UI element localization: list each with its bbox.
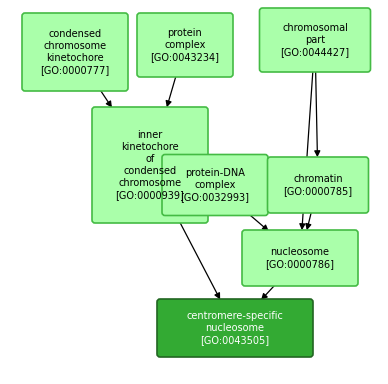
Text: inner
kinetochore
of
condensed
chromosome
[GO:0000939]: inner kinetochore of condensed chromosom… (116, 130, 184, 200)
FancyBboxPatch shape (267, 157, 369, 213)
Text: nucleosome
[GO:0000786]: nucleosome [GO:0000786] (265, 247, 334, 269)
Text: protein
complex
[GO:0043234]: protein complex [GO:0043234] (151, 28, 220, 62)
FancyBboxPatch shape (242, 230, 358, 286)
Text: centromere-specific
nucleosome
[GO:0043505]: centromere-specific nucleosome [GO:00435… (187, 311, 284, 345)
FancyBboxPatch shape (260, 8, 371, 72)
Text: chromatin
[GO:0000785]: chromatin [GO:0000785] (284, 174, 353, 196)
FancyBboxPatch shape (162, 154, 268, 215)
FancyBboxPatch shape (92, 107, 208, 223)
FancyBboxPatch shape (157, 299, 313, 357)
Text: chromosomal
part
[GO:0044427]: chromosomal part [GO:0044427] (281, 23, 350, 57)
Text: condensed
chromosome
kinetochore
[GO:0000777]: condensed chromosome kinetochore [GO:000… (40, 29, 110, 75)
FancyBboxPatch shape (137, 13, 233, 77)
Text: protein-DNA
complex
[GO:0032993]: protein-DNA complex [GO:0032993] (180, 168, 249, 202)
FancyBboxPatch shape (22, 13, 128, 91)
